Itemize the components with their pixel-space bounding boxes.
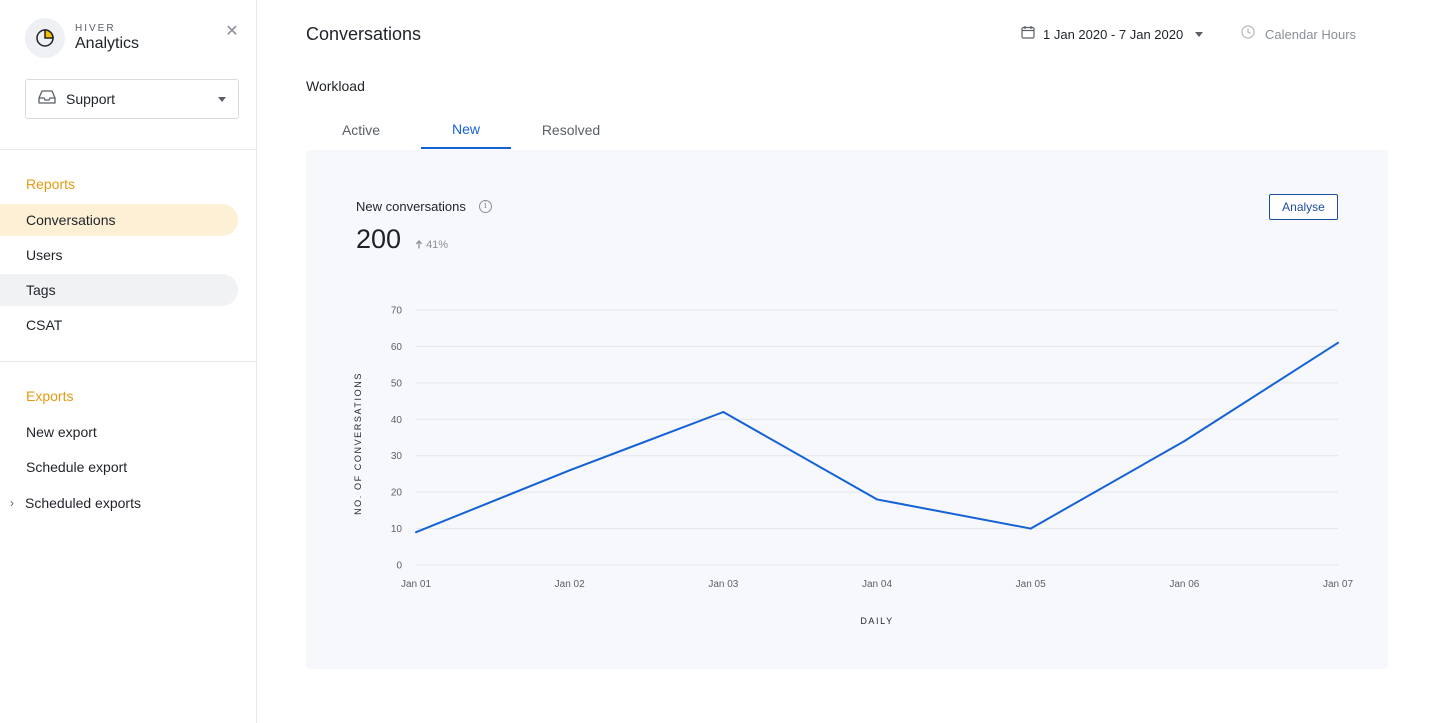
x-tick-label: Jan 02 [555, 579, 585, 590]
sidebar-item-scheduled-exports[interactable]: › Scheduled exports [0, 487, 238, 519]
card-title: New conversations i [356, 199, 492, 214]
clock-icon [1241, 25, 1255, 44]
tab-resolved[interactable]: Resolved [541, 121, 601, 138]
sidebar-divider [0, 361, 256, 362]
metric-change: 41% [415, 239, 448, 251]
exports-section-title: Exports [26, 388, 74, 404]
sidebar-item-label: Conversations [26, 212, 116, 228]
sidebar-item-label: Scheduled exports [25, 495, 141, 511]
info-icon[interactable]: i [478, 200, 492, 213]
y-tick-label: 50 [391, 378, 403, 389]
metric-value: 200 [356, 224, 402, 254]
y-tick-label: 60 [391, 342, 403, 353]
sidebar-item-label: Tags [26, 282, 56, 298]
workload-title: Workload [306, 78, 365, 94]
date-range-text: 1 Jan 2020 - 7 Jan 2020 [1043, 27, 1184, 42]
x-tick-label: Jan 03 [708, 579, 738, 590]
calendar-hours-toggle[interactable]: Calendar Hours [1241, 25, 1356, 44]
y-tick-label: 10 [391, 524, 403, 535]
sidebar-item-new-export[interactable]: New export [0, 416, 238, 448]
x-tick-label: Jan 01 [401, 579, 431, 590]
brand-product: Analytics [75, 35, 140, 52]
new-conversations-chart: 0 10 20 30 40 50 60 70 Jan 01 Jan 02 Jan 03 Jan 04 J… [353, 306, 1353, 627]
x-tick-label: Jan 06 [1169, 579, 1199, 590]
y-axis-title: NO. OF CONVERSATIONS [353, 372, 363, 515]
card-title-text: New conversations [356, 199, 466, 214]
sidebar-item-tags[interactable]: Tags [0, 274, 238, 306]
analyse-button[interactable]: Analyse [1269, 194, 1338, 220]
inbox-icon [38, 89, 56, 109]
sidebar-item-csat[interactable]: CSAT [0, 309, 238, 341]
data-point [1183, 440, 1186, 443]
y-tick-label: 40 [391, 415, 403, 426]
sidebar-item-label: CSAT [26, 317, 63, 333]
data-point [568, 469, 571, 472]
metric-change-value: 41% [426, 239, 449, 251]
calendar-hours-label: Calendar Hours [1265, 27, 1357, 42]
sidebar-item-conversations[interactable]: Conversations [0, 204, 238, 236]
x-axis-title: DAILY [860, 616, 893, 626]
sidebar: HIVER Analytics ✕ Support Reports Conver… [0, 0, 257, 723]
sidebar-item-label: Users [26, 247, 63, 263]
reports-section-title: Reports [26, 176, 76, 192]
brand: HIVER Analytics [25, 18, 139, 58]
y-tick-label: 30 [391, 451, 403, 462]
data-point [415, 531, 417, 534]
analytics-logo-icon [25, 18, 65, 58]
metric: 200 41% [356, 224, 448, 255]
x-tick-label: Jan 04 [862, 579, 892, 590]
x-tick-label: Jan 07 [1323, 579, 1353, 590]
sidebar-divider [0, 149, 256, 150]
data-point [1029, 527, 1032, 530]
new-conversations-card: New conversations i 200 41% Analyse 0 10 2… [306, 150, 1388, 669]
sidebar-item-schedule-export[interactable]: Schedule export [0, 451, 238, 483]
brand-company: HIVER [75, 23, 116, 34]
y-tick-label: 20 [391, 488, 403, 499]
data-point [722, 411, 725, 413]
series-line [415, 341, 1339, 534]
tab-new[interactable]: New [421, 110, 511, 149]
chevron-down-icon [218, 97, 226, 102]
data-point [876, 498, 878, 501]
x-tick-label: Jan 05 [1016, 579, 1046, 590]
sidebar-item-label: Schedule export [26, 459, 128, 475]
inbox-label: Support [66, 91, 116, 107]
calendar-icon [1021, 25, 1035, 44]
page-title: Conversations [306, 24, 422, 44]
y-tick-label: 0 [396, 561, 402, 572]
brand-text: HIVER Analytics [75, 23, 139, 53]
arrow-up-icon [415, 240, 423, 249]
y-tick-label: 70 [391, 306, 403, 317]
close-icon[interactable]: ✕ [225, 23, 239, 40]
chevron-right-icon[interactable]: › [10, 496, 14, 510]
data-point [1337, 341, 1339, 344]
sidebar-item-users[interactable]: Users [0, 239, 238, 271]
chevron-down-icon [1195, 32, 1204, 37]
inbox-select[interactable]: Support [25, 79, 239, 119]
sidebar-item-label: New export [26, 424, 97, 440]
tab-active[interactable]: Active [341, 121, 381, 138]
date-range-picker[interactable]: 1 Jan 2020 - 7 Jan 2020 [1021, 25, 1204, 44]
